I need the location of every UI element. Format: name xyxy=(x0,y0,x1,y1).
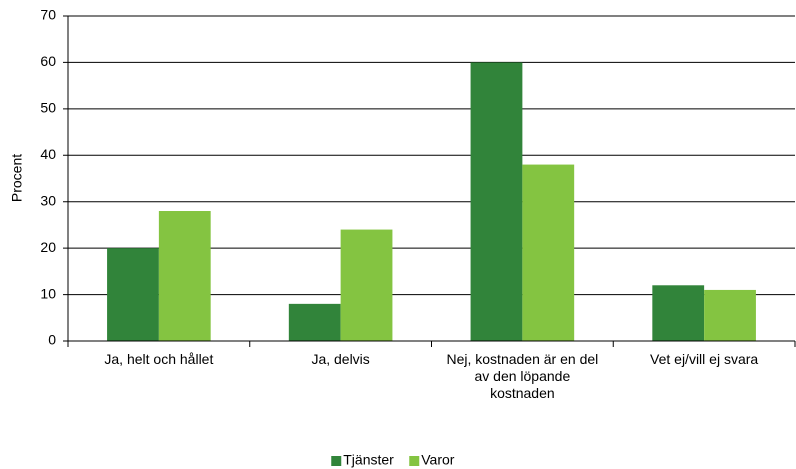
bar xyxy=(340,229,393,341)
y-tick-label: 50 xyxy=(40,100,56,116)
legend-label: Varor xyxy=(421,452,455,468)
x-tick-label: Nej, kostnaden är en del av den löpande … xyxy=(446,351,599,401)
y-tick-label: 70 xyxy=(40,7,56,23)
legend-label: Tjänster xyxy=(343,452,394,468)
legend-swatch xyxy=(409,456,420,466)
y-tick-label: 10 xyxy=(40,285,56,301)
x-tick-label: Vet ej/vill ej svara xyxy=(650,351,759,367)
bar xyxy=(288,303,341,341)
bar xyxy=(704,289,756,341)
y-tick-label: 60 xyxy=(40,53,56,69)
bar xyxy=(470,62,523,342)
y-tick-label: 40 xyxy=(40,146,56,162)
y-tick-label: 20 xyxy=(40,239,56,255)
bar xyxy=(522,164,575,341)
bar xyxy=(158,211,211,341)
legend-swatch xyxy=(331,456,342,466)
y-tick-label: 30 xyxy=(40,192,56,208)
x-tick-label: Ja, delvis xyxy=(311,351,370,367)
x-tick-label: Ja, helt och hållet xyxy=(104,351,214,367)
y-tick-label: 0 xyxy=(48,332,56,348)
y-axis-label: Procent xyxy=(9,154,25,202)
bar xyxy=(652,285,705,341)
bar xyxy=(107,248,159,341)
